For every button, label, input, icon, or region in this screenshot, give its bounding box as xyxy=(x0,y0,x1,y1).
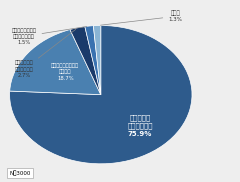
Text: 親がテーマを
与えて決める
2.7%: 親がテーマを 与えて決める 2.7% xyxy=(15,29,76,78)
Wedge shape xyxy=(93,25,101,95)
Wedge shape xyxy=(10,25,192,164)
Text: 親子で話し
合って決める
75.9%: 親子で話し 合って決める 75.9% xyxy=(127,114,153,137)
Text: その他
1.3%: その他 1.3% xyxy=(100,11,182,25)
Text: N＝3000: N＝3000 xyxy=(10,170,31,176)
Text: 学校や塾の先生が
スタートにする
1.5%: 学校や塾の先生が スタートにする 1.5% xyxy=(12,26,87,45)
Text: 子どもが一人で考え
て決める
18.7%: 子どもが一人で考え て決める 18.7% xyxy=(51,63,79,81)
Wedge shape xyxy=(70,27,101,95)
Wedge shape xyxy=(85,26,101,95)
Wedge shape xyxy=(10,29,101,95)
